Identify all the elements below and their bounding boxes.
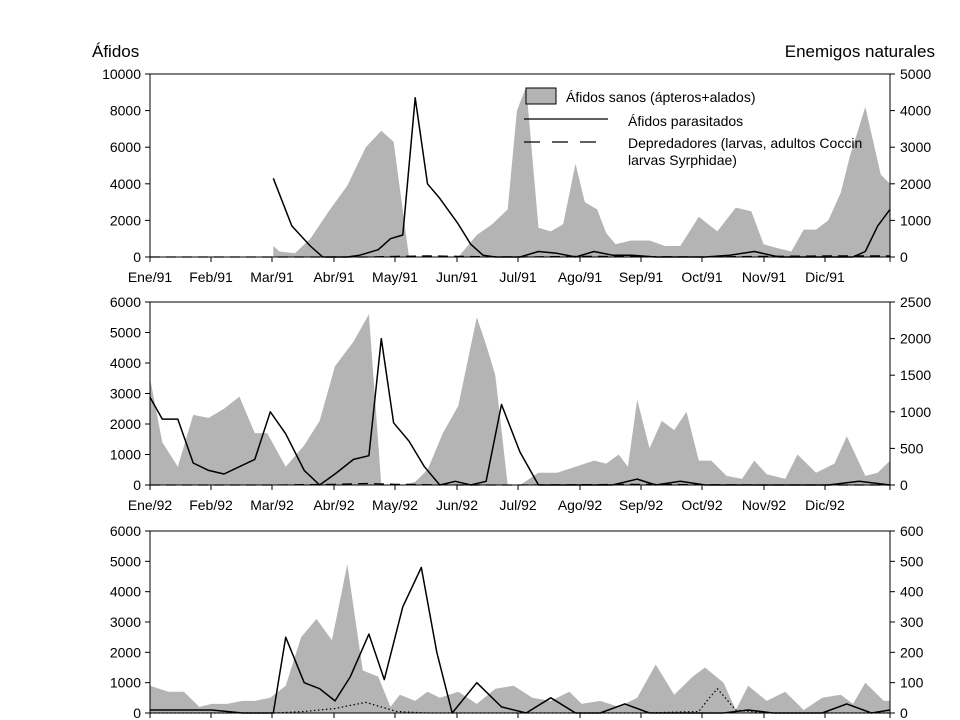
x-tick-label: Jul/92 [499,497,537,513]
x-tick-label: Mar/92 [250,497,294,513]
y-right-tick-label: 0 [900,477,908,493]
y-right-tick-label: 300 [900,614,924,630]
y-left-tick-label: 5000 [110,325,141,341]
y-left-tick-label: 5000 [110,553,141,569]
x-tick-label: Oct/91 [681,269,722,285]
y-left-tick-label: 4000 [110,584,141,600]
series-line-parasitized-aphids [150,566,891,714]
legend-label-healthy-aphids: Áfidos sanos (ápteros+alados) [566,89,756,105]
left-axis-title: Áfidos [92,42,139,61]
x-tick-label: Oct/92 [681,497,722,513]
y-left-tick-label: 6000 [110,139,141,155]
y-right-tick-label: 2000 [900,331,931,347]
x-tick-label: Abr/91 [313,269,354,285]
y-right-tick-label: 600 [900,523,924,539]
x-tick-label: May/91 [372,269,418,285]
x-tick-label: Nov/91 [742,269,787,285]
y-left-tick-label: 8000 [110,103,141,119]
y-left-tick-label: 1000 [110,447,141,463]
legend: Áfidos sanos (ápteros+alados) Áfidos par… [524,87,862,168]
x-tick-label: Ene/92 [128,497,173,513]
panel-1991: 0 2000 4000 6000 8000 10000 0 1000 2000 3000 4000 5… [102,66,931,285]
x-tick-label: Dic/91 [805,269,845,285]
y-right-tick-label: 0 [900,249,908,265]
y-right-tick-label: 5000 [900,66,931,82]
series-area-healthy-aphids [150,564,890,713]
y-right-tick-label: 1000 [900,404,931,420]
y-right-tick-label: 2500 [900,294,931,310]
plot-frame [149,73,891,258]
x-tick-label: Jun/91 [436,269,478,285]
y-left-tick-label: 3000 [110,386,141,402]
y-left-tick-label: 0 [133,477,141,493]
x-tick-label: Ene/91 [128,269,173,285]
y-right-tick-label: 3000 [900,139,931,155]
y-left-tick-label: 2000 [110,644,141,660]
y-left-tick-label: 4000 [110,176,141,192]
y-right-tick-label: 500 [900,440,924,456]
panel-1992-a: 0 1000 2000 3000 4000 5000 6000 0 500 1000 1500 200… [110,294,932,513]
y-right-tick-label: 500 [900,553,924,569]
y-left-tick-label: 1000 [110,675,141,691]
x-tick-label: Jul/91 [499,269,537,285]
y-left-tick-label: 0 [133,705,141,720]
y-right-tick-label: 400 [900,584,924,600]
x-tick-label: Dic/92 [805,497,845,513]
x-tick-label: Feb/92 [189,497,233,513]
x-tick-label: Jun/92 [436,497,478,513]
x-tick-label: Sep/92 [619,497,664,513]
x-tick-label: Ago/92 [558,497,603,513]
y-right-tick-label: 1000 [900,212,931,228]
y-left-tick-label: 10000 [102,66,141,82]
panel-1992-b: 0 1000 2000 3000 4000 5000 6000 0 100 200 300 400 50… [110,523,924,720]
y-left-tick-label: 2000 [110,212,141,228]
y-left-tick-label: 0 [133,249,141,265]
x-tick-label: May/92 [372,497,418,513]
legend-label-parasitized-aphids: Áfidos parasitados [628,113,743,129]
y-right-tick-label: 0 [900,705,908,720]
y-left-tick-label: 6000 [110,523,141,539]
y-right-tick-label: 1500 [900,367,931,383]
legend-label-predators-line2: larvas Syrphidae) [628,152,737,168]
series-area-healthy-aphids [273,86,890,257]
x-tick-label: Ago/91 [558,269,603,285]
y-right-tick-label: 2000 [900,176,931,192]
right-axis-title: Enemigos naturales [785,42,935,61]
x-tick-label: Sep/91 [619,269,664,285]
series-area-healthy-aphids [150,314,890,485]
y-left-tick-label: 3000 [110,614,141,630]
x-tick-label: Nov/92 [742,497,787,513]
x-tick-label: Feb/91 [189,269,233,285]
legend-label-predators: Depredadores (larvas, adultos Coccin [628,135,862,151]
legend-swatch-area [525,87,557,105]
x-tick-label: Mar/91 [250,269,294,285]
y-right-tick-label: 100 [900,675,924,691]
y-left-tick-label: 4000 [110,355,141,371]
y-left-tick-label: 6000 [110,294,141,310]
y-right-tick-label: 4000 [900,103,931,119]
y-right-tick-label: 200 [900,644,924,660]
y-left-tick-label: 2000 [110,416,141,432]
plot-frame [149,530,891,714]
x-tick-label: Abr/92 [313,497,354,513]
